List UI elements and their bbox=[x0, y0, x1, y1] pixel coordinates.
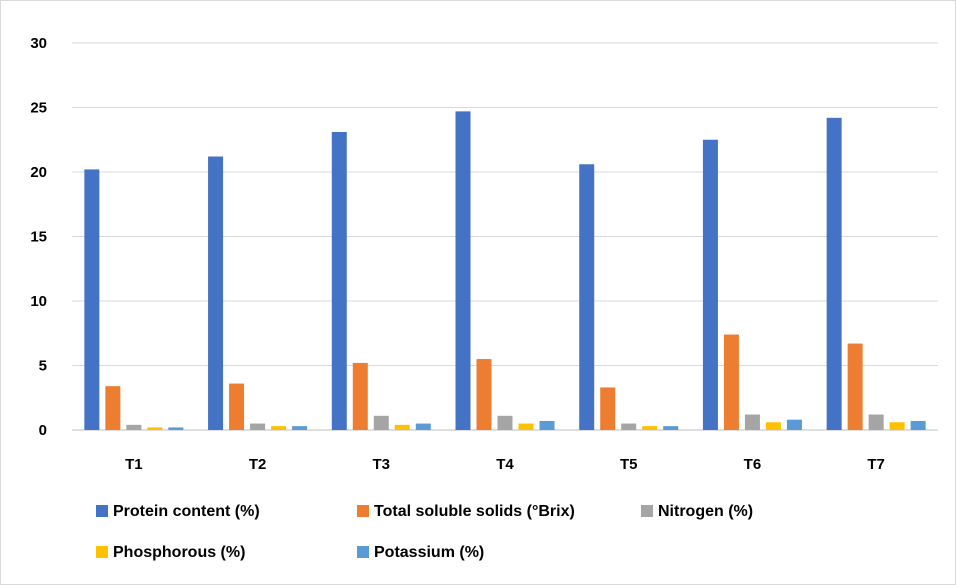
bar-t4-series-5 bbox=[539, 420, 555, 430]
x-axis-ticks: T1 T2 T3 T4 T5 T6 T7 bbox=[125, 456, 885, 473]
bar-t4-series-3 bbox=[497, 415, 513, 430]
legend: Protein content (%) Total soluble solids … bbox=[96, 503, 753, 561]
bar-t2-series-2 bbox=[229, 383, 245, 430]
bar-t5-series-1 bbox=[579, 164, 595, 430]
bar-t3-series-4 bbox=[394, 424, 410, 430]
legend-swatch bbox=[357, 505, 369, 517]
bar-t3-series-1 bbox=[331, 132, 347, 430]
x-tick-label: T3 bbox=[373, 456, 391, 473]
x-tick-label: T6 bbox=[744, 456, 762, 473]
bars bbox=[84, 111, 926, 431]
legend-swatch bbox=[96, 505, 108, 517]
bar-t5-series-2 bbox=[600, 387, 616, 430]
legend-swatch bbox=[96, 546, 108, 558]
x-tick-label: T4 bbox=[496, 456, 514, 473]
gridlines bbox=[72, 42, 938, 431]
bar-t4-series-1 bbox=[455, 111, 471, 431]
bar-t7-series-1 bbox=[826, 117, 842, 430]
x-tick-label: T1 bbox=[125, 456, 143, 473]
bar-t2-series-5 bbox=[292, 426, 308, 430]
y-tick-label: 10 bbox=[30, 293, 47, 310]
bar-t1-series-1 bbox=[84, 169, 100, 431]
bar-t7-series-3 bbox=[868, 414, 884, 430]
bar-t2-series-1 bbox=[208, 156, 224, 430]
legend-label: Potassium (%) bbox=[374, 544, 484, 561]
legend-label: Phosphorous (%) bbox=[113, 544, 245, 561]
bar-t6-series-5 bbox=[786, 419, 802, 430]
bar-t3-series-5 bbox=[415, 423, 431, 430]
bar-t6-series-4 bbox=[765, 422, 781, 430]
legend-label: Protein content (%) bbox=[113, 503, 260, 520]
x-tick-label: T5 bbox=[620, 456, 638, 473]
bar-t1-series-4 bbox=[147, 427, 163, 430]
bar-t7-series-4 bbox=[889, 422, 905, 430]
y-tick-label: 30 bbox=[30, 35, 47, 52]
x-tick-label: T7 bbox=[867, 456, 885, 473]
y-tick-label: 5 bbox=[39, 358, 47, 375]
y-axis-ticks: 0 5 10 15 20 25 30 bbox=[30, 35, 47, 439]
bar-t2-series-4 bbox=[271, 426, 287, 430]
bar-t1-series-2 bbox=[105, 386, 121, 430]
legend-swatch bbox=[357, 546, 369, 558]
bar-t6-series-1 bbox=[702, 139, 718, 430]
bar-t7-series-5 bbox=[910, 420, 926, 430]
x-tick-label: T2 bbox=[249, 456, 267, 473]
bar-t4-series-2 bbox=[476, 359, 492, 430]
bar-t1-series-3 bbox=[126, 424, 142, 430]
legend-label: Nitrogen (%) bbox=[658, 503, 753, 520]
bar-t6-series-3 bbox=[744, 414, 760, 430]
bar-t3-series-3 bbox=[373, 415, 389, 430]
bar-t7-series-2 bbox=[847, 343, 863, 430]
bar-t4-series-4 bbox=[518, 423, 534, 430]
bar-t5-series-3 bbox=[621, 423, 637, 430]
bar-t6-series-2 bbox=[723, 334, 739, 430]
bar-t5-series-4 bbox=[642, 426, 658, 430]
y-tick-label: 0 bbox=[39, 422, 47, 439]
y-tick-label: 15 bbox=[30, 229, 47, 246]
y-tick-label: 20 bbox=[30, 164, 47, 181]
legend-swatch bbox=[641, 505, 653, 517]
y-tick-label: 25 bbox=[30, 100, 47, 117]
bar-t5-series-5 bbox=[663, 426, 679, 430]
bar-t1-series-5 bbox=[168, 427, 184, 430]
bar-t2-series-3 bbox=[250, 423, 266, 430]
bar-t3-series-2 bbox=[352, 362, 368, 430]
legend-label: Total soluble solids (°Brix) bbox=[374, 503, 575, 520]
